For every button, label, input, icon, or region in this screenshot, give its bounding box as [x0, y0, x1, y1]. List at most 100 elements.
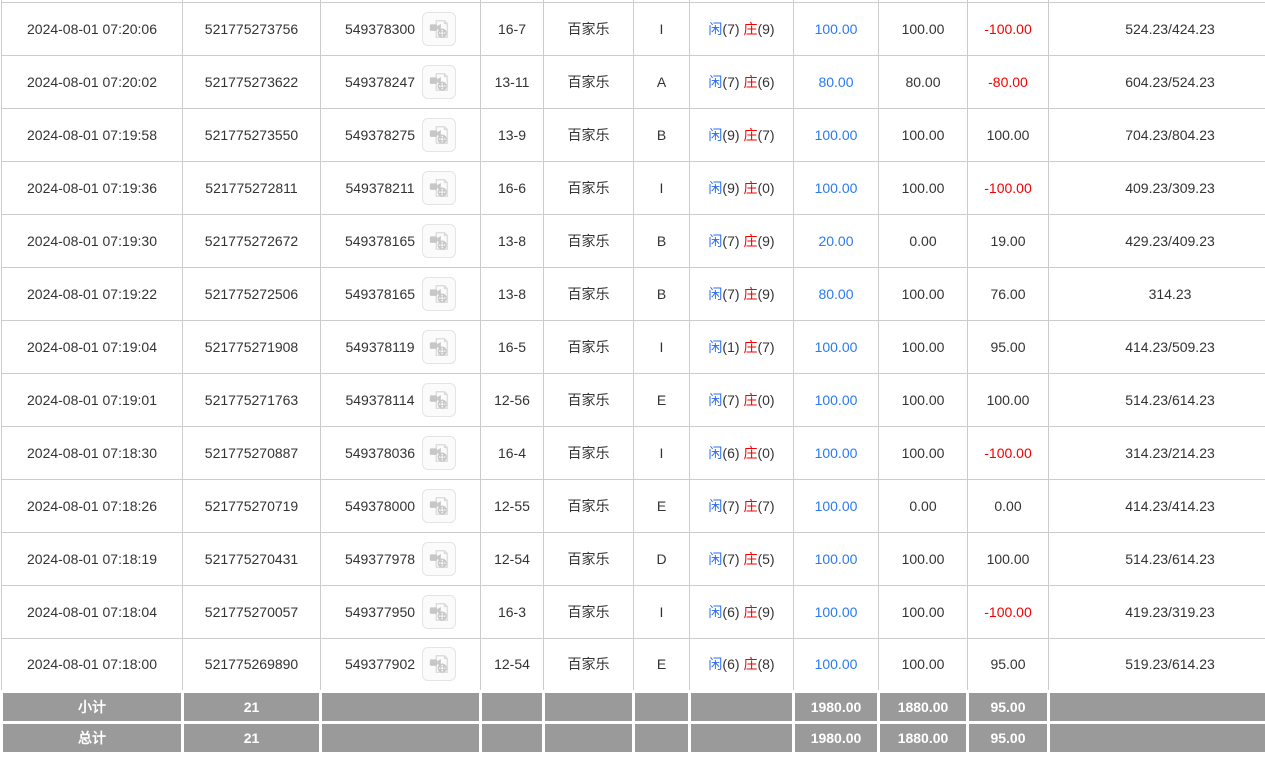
bet-amount-link[interactable]: 100.00 [814, 497, 858, 514]
cell-win-loss: 76.00 [967, 266, 1049, 321]
cell-game-name: 百家乐 [543, 160, 634, 215]
video-replay-button[interactable] [421, 329, 456, 364]
valid-amount: 80.00 [905, 73, 941, 90]
balance-value: 704.23/804.23 [1125, 126, 1215, 143]
cell-balance: 419.23/319.23 [1048, 584, 1265, 639]
bet-records-table: 2024-08-01 07:20:06 521775273756 5493783… [0, 0, 1265, 755]
cell-order-id: 521775272506 [182, 266, 321, 321]
round-id: 549378000 [344, 497, 416, 514]
cell-result-letter: D [633, 531, 690, 586]
bet-amount-link[interactable]: 80.00 [818, 285, 854, 302]
bet-time: 2024-08-01 07:18:19 [27, 550, 157, 567]
video-replay-button[interactable] [422, 223, 457, 258]
bet-amount-link[interactable]: 100.00 [814, 338, 858, 355]
bet-amount-link[interactable]: 20.00 [818, 232, 854, 249]
bet-amount-link[interactable]: 80.00 [818, 73, 854, 90]
player-score: (7) [722, 73, 740, 90]
cell-bet-amount: 80.00 [793, 54, 879, 109]
cell-bet-time: 2024-08-01 07:18:19 [1, 531, 183, 586]
video-replay-button[interactable] [422, 276, 457, 311]
bet-amount-link[interactable]: 100.00 [814, 179, 858, 196]
win-loss-value: 95.00 [990, 338, 1026, 355]
cell-result-letter: A [633, 54, 690, 109]
cell-bet-amount: 100.00 [793, 107, 879, 162]
cell-result-letter: I [633, 160, 690, 215]
bet-time: 2024-08-01 07:19:04 [27, 338, 157, 355]
banker-label: 庄 [743, 285, 758, 302]
balance-value: 524.23/424.23 [1125, 20, 1215, 37]
video-replay-button[interactable] [422, 647, 457, 681]
video-camera-icon [429, 284, 448, 303]
result-letter: I [659, 179, 664, 196]
video-replay-button[interactable] [421, 170, 456, 205]
order-id: 521775270719 [204, 497, 299, 514]
banker-label: 庄 [743, 338, 758, 355]
cell-valid-amount: 100.00 [878, 160, 968, 215]
bet-amount-link[interactable]: 100.00 [814, 550, 858, 567]
player-label: 闲 [708, 285, 723, 302]
cell-win-loss: 0.00 [967, 478, 1049, 533]
player-score: (9) [722, 179, 740, 196]
cell-bet-amount: 100.00 [793, 372, 879, 427]
bet-amount-link[interactable]: 100.00 [814, 603, 858, 620]
bet-amount-link[interactable]: 100.00 [814, 656, 858, 672]
cell-valid-amount: 0.00 [878, 478, 968, 533]
video-replay-button[interactable] [422, 64, 457, 99]
win-loss-value: 95.00 [990, 656, 1026, 672]
order-id: 521775273550 [204, 126, 299, 143]
cell-bet-time: 2024-08-01 07:19:01 [1, 372, 183, 427]
order-id: 521775270431 [204, 550, 299, 567]
cell-table-round: 12-54 [480, 531, 544, 586]
game-name: 百家乐 [567, 550, 610, 567]
bet-amount-link[interactable]: 100.00 [814, 126, 858, 143]
cell-order-id: 521775270431 [182, 531, 321, 586]
bet-time: 2024-08-01 07:18:04 [27, 603, 157, 620]
balance-value: 519.23/614.23 [1125, 656, 1215, 672]
cell-game-round: 549377902 [320, 637, 481, 692]
cell-game-result: 闲(7) 庄(6) [689, 54, 794, 109]
bet-amount-link[interactable]: 100.00 [814, 444, 858, 461]
video-replay-button[interactable] [422, 594, 457, 629]
video-replay-button[interactable] [422, 488, 457, 523]
video-replay-button[interactable] [422, 117, 457, 152]
valid-amount: 100.00 [901, 603, 945, 620]
player-score: (6) [722, 656, 740, 672]
cell-bet-time: 2024-08-01 07:18:30 [1, 425, 183, 480]
cell-win-loss: 100.00 [967, 531, 1049, 586]
video-replay-button[interactable] [422, 541, 457, 576]
cell-table-round: 16-6 [480, 160, 544, 215]
bet-amount-link[interactable]: 100.00 [814, 20, 858, 37]
game-name: 百家乐 [567, 285, 610, 302]
video-replay-button[interactable] [422, 435, 457, 470]
cell-game-round: 549377978 [320, 531, 481, 586]
video-replay-button[interactable] [422, 11, 457, 46]
cell-balance: 314.23 [1048, 266, 1265, 321]
bet-amount-link[interactable]: 100.00 [814, 391, 858, 408]
cell-table-round: 13-9 [480, 107, 544, 162]
player-label: 闲 [708, 73, 723, 90]
table-row: 2024-08-01 07:19:58 521775273550 5493782… [1, 107, 1265, 162]
table-row: 2024-08-01 07:18:26 521775270719 5493780… [1, 478, 1265, 533]
cell-table-round: 16-3 [480, 584, 544, 639]
game-name: 百家乐 [567, 338, 610, 355]
banker-label: 庄 [743, 391, 758, 408]
win-loss-value: 100.00 [986, 126, 1030, 143]
video-camera-icon [429, 178, 448, 197]
cell-order-id: 521775272672 [182, 213, 321, 268]
balance-value: 314.23 [1148, 285, 1192, 302]
player-label: 闲 [708, 391, 723, 408]
cell-result-letter: E [633, 637, 690, 692]
round-id: 549378275 [344, 126, 416, 143]
video-replay-button[interactable] [421, 382, 456, 417]
table-round: 13-8 [497, 232, 527, 249]
cell-valid-amount: 80.00 [878, 54, 968, 109]
cell-table-round: 13-11 [480, 54, 544, 109]
cell-game-result: 闲(7) 庄(0) [689, 372, 794, 427]
cell-order-id: 521775272811 [182, 160, 321, 215]
cell-balance: 519.23/614.23 [1048, 637, 1265, 692]
banker-score: (9) [757, 232, 775, 249]
game-name: 百家乐 [567, 179, 610, 196]
player-label: 闲 [708, 444, 723, 461]
cell-game-name: 百家乐 [543, 637, 634, 692]
